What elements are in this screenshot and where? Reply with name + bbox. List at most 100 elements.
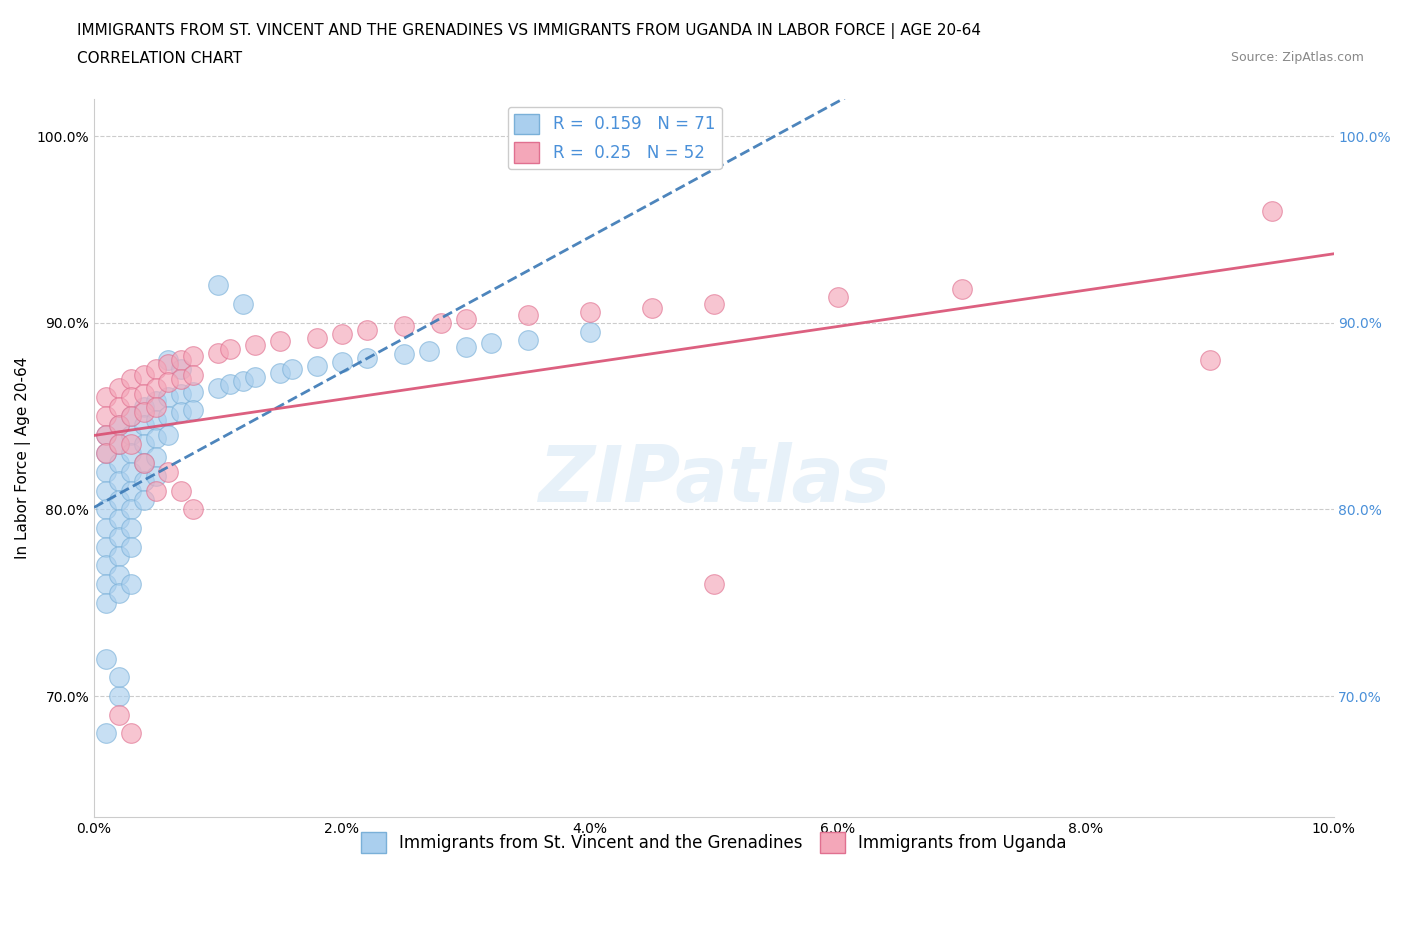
- Point: [170, 386, 193, 401]
- Point: [108, 418, 131, 432]
- Point: [108, 586, 131, 601]
- Point: [269, 334, 291, 349]
- Point: [219, 341, 242, 356]
- Point: [96, 484, 118, 498]
- Point: [579, 325, 602, 339]
- Point: [96, 502, 118, 517]
- Point: [132, 436, 155, 451]
- Point: [120, 427, 142, 442]
- Point: [120, 408, 142, 423]
- Point: [96, 427, 118, 442]
- Point: [120, 390, 142, 405]
- Text: IMMIGRANTS FROM ST. VINCENT AND THE GRENADINES VS IMMIGRANTS FROM UGANDA IN LABO: IMMIGRANTS FROM ST. VINCENT AND THE GREN…: [77, 23, 981, 39]
- Point: [157, 465, 180, 480]
- Point: [950, 282, 973, 297]
- Point: [170, 371, 193, 386]
- Point: [219, 377, 242, 392]
- Point: [96, 521, 118, 536]
- Point: [243, 338, 266, 352]
- Point: [170, 352, 193, 367]
- Point: [145, 393, 167, 408]
- Point: [307, 330, 329, 345]
- Point: [516, 332, 538, 347]
- Point: [827, 289, 849, 304]
- Point: [579, 304, 602, 319]
- Point: [120, 371, 142, 386]
- Point: [120, 539, 142, 554]
- Text: Source: ZipAtlas.com: Source: ZipAtlas.com: [1230, 51, 1364, 64]
- Point: [330, 326, 353, 341]
- Point: [145, 412, 167, 427]
- Point: [479, 336, 502, 351]
- Point: [207, 380, 229, 395]
- Point: [108, 436, 131, 451]
- Point: [108, 493, 131, 508]
- Point: [157, 356, 180, 371]
- Point: [181, 403, 204, 418]
- Point: [430, 315, 453, 330]
- Point: [232, 297, 254, 312]
- Point: [181, 367, 204, 382]
- Point: [120, 726, 142, 741]
- Point: [132, 386, 155, 401]
- Point: [132, 493, 155, 508]
- Point: [96, 577, 118, 591]
- Point: [108, 708, 131, 723]
- Point: [96, 595, 118, 610]
- Point: [454, 339, 477, 354]
- Point: [96, 726, 118, 741]
- Point: [96, 427, 118, 442]
- Point: [132, 456, 155, 471]
- Point: [132, 399, 155, 414]
- Point: [145, 450, 167, 465]
- Point: [418, 343, 440, 358]
- Point: [108, 399, 131, 414]
- Point: [96, 446, 118, 461]
- Point: [181, 384, 204, 399]
- Point: [181, 349, 204, 364]
- Point: [108, 567, 131, 582]
- Point: [96, 446, 118, 461]
- Point: [145, 380, 167, 395]
- Y-axis label: In Labor Force | Age 20-64: In Labor Force | Age 20-64: [15, 357, 31, 559]
- Point: [1260, 204, 1282, 219]
- Point: [96, 408, 118, 423]
- Point: [108, 474, 131, 489]
- Point: [108, 436, 131, 451]
- Point: [392, 319, 415, 334]
- Point: [356, 323, 378, 338]
- Point: [108, 380, 131, 395]
- Point: [108, 512, 131, 526]
- Point: [108, 418, 131, 432]
- Point: [132, 405, 155, 419]
- Point: [269, 365, 291, 380]
- Point: [181, 502, 204, 517]
- Point: [132, 456, 155, 471]
- Point: [330, 838, 353, 853]
- Point: [145, 469, 167, 484]
- Point: [132, 418, 155, 432]
- Point: [145, 484, 167, 498]
- Point: [108, 530, 131, 545]
- Point: [157, 352, 180, 367]
- Point: [120, 446, 142, 461]
- Point: [157, 408, 180, 423]
- Point: [108, 456, 131, 471]
- Point: [641, 300, 664, 315]
- Point: [145, 431, 167, 445]
- Point: [170, 362, 193, 377]
- Point: [96, 558, 118, 573]
- Point: [207, 345, 229, 360]
- Point: [170, 484, 193, 498]
- Point: [120, 502, 142, 517]
- Point: [96, 465, 118, 480]
- Text: ZIPatlas: ZIPatlas: [537, 442, 890, 518]
- Point: [703, 577, 725, 591]
- Point: [120, 465, 142, 480]
- Point: [145, 399, 167, 414]
- Point: [96, 539, 118, 554]
- Point: [207, 278, 229, 293]
- Legend: Immigrants from St. Vincent and the Grenadines, Immigrants from Uganda: Immigrants from St. Vincent and the Gren…: [354, 826, 1073, 859]
- Point: [120, 484, 142, 498]
- Point: [1198, 352, 1220, 367]
